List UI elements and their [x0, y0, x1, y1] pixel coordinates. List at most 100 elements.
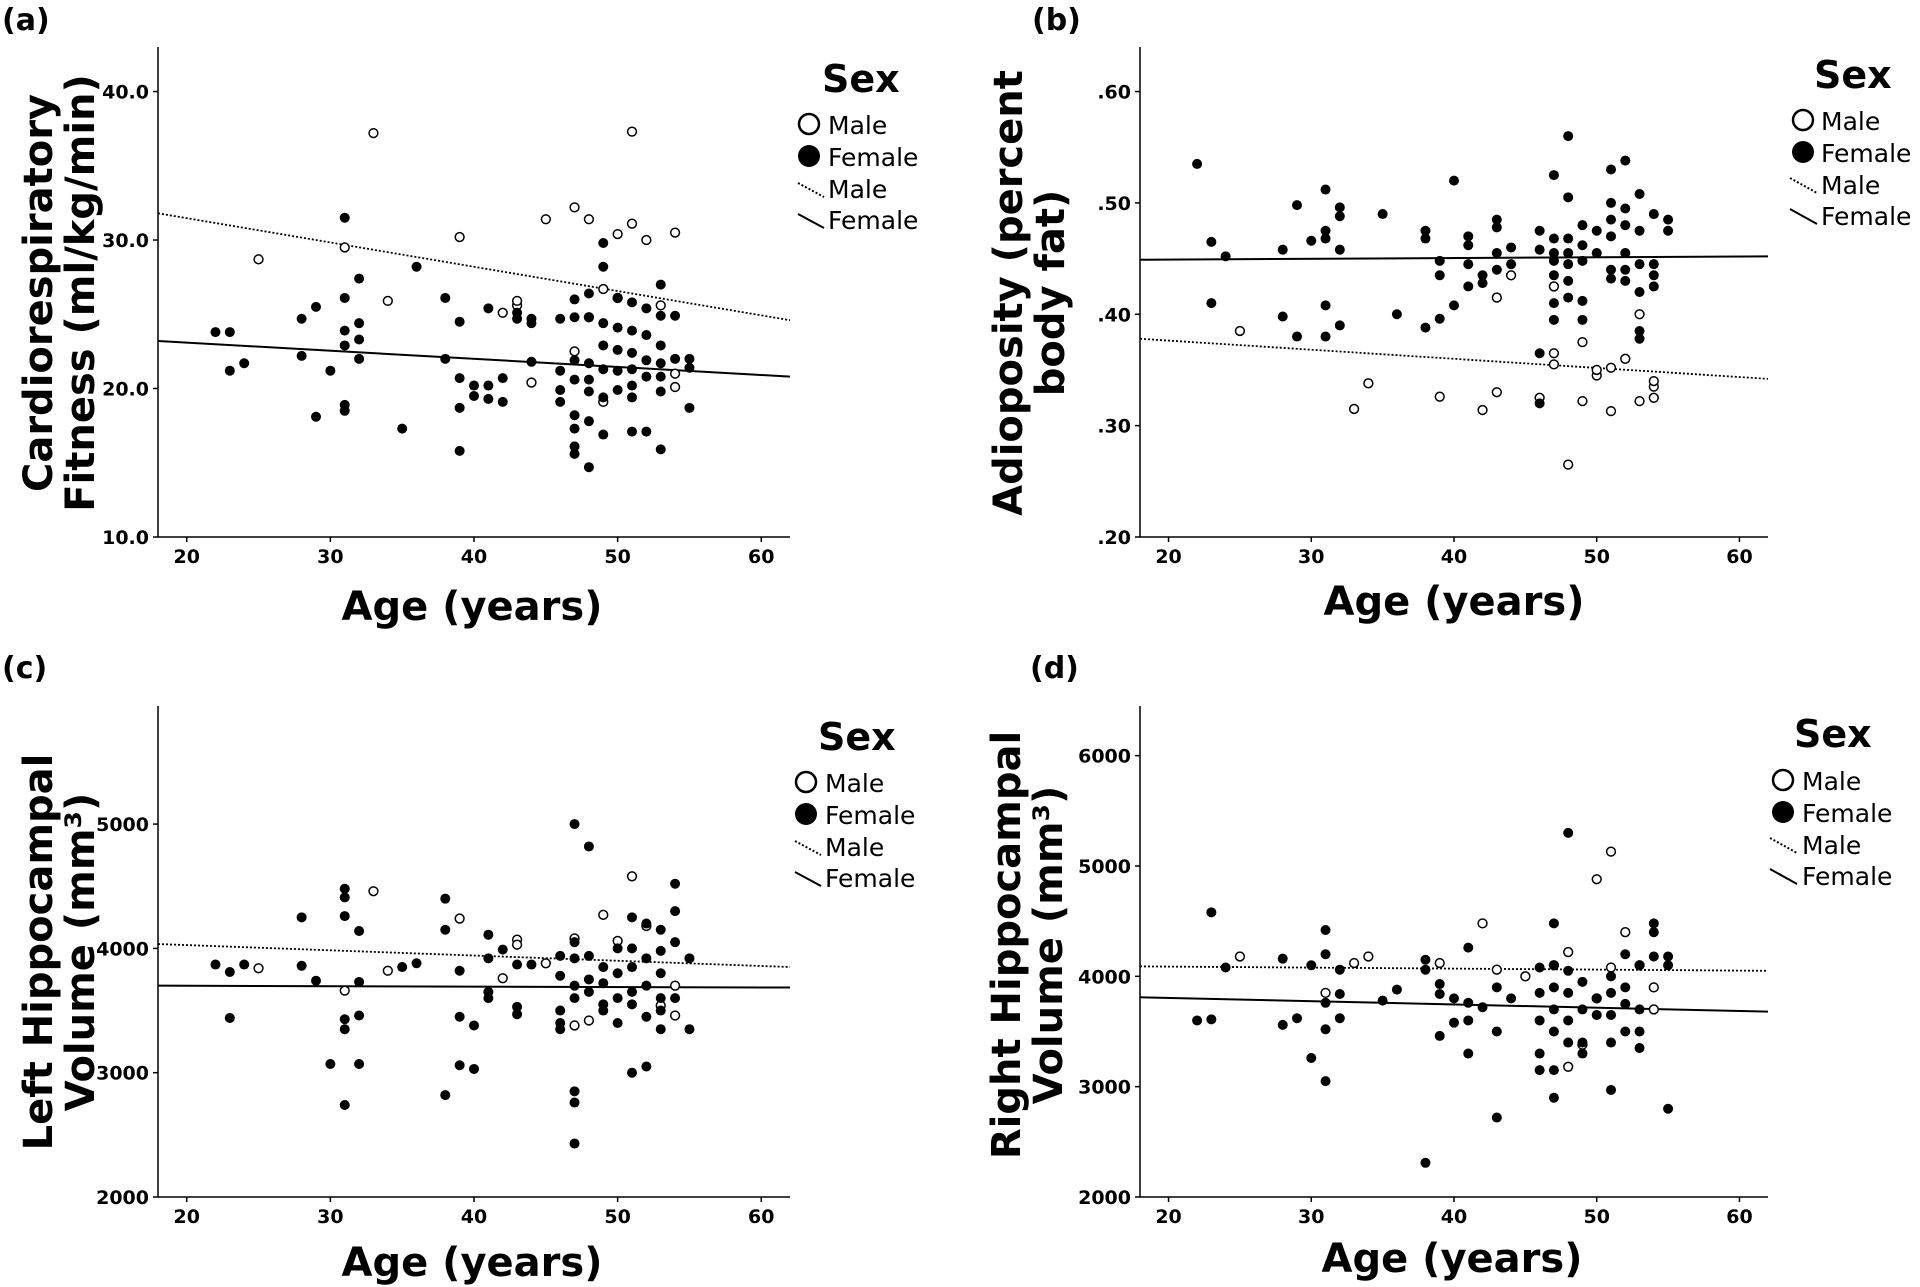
female-point	[1334, 320, 1345, 331]
female-point	[1491, 1026, 1502, 1037]
female-point	[339, 1024, 350, 1035]
y-tick-label: 4000	[1078, 966, 1131, 988]
female-point	[1648, 281, 1659, 292]
male-point	[669, 980, 681, 991]
male-point	[598, 283, 609, 295]
y-tick-label: 40.0	[102, 82, 149, 104]
female-point	[1563, 1037, 1574, 1048]
female-point	[569, 937, 580, 948]
female-point	[454, 316, 465, 327]
panel-d: (d) Right Hippocampal Volume (mm³) Age (…	[984, 651, 1892, 1282]
female-point	[1463, 1048, 1474, 1059]
male-fit-line	[1139, 337, 1769, 380]
female-point	[1320, 1024, 1331, 1035]
female-point	[1548, 170, 1559, 181]
y-tick-label: .50	[1097, 193, 1131, 215]
female-point	[411, 958, 422, 969]
female-point	[339, 1100, 350, 1111]
female-point	[1477, 1002, 1488, 1013]
female-point	[655, 993, 666, 1004]
female-point	[1534, 987, 1545, 998]
female-point	[454, 373, 465, 384]
female-point	[1663, 1103, 1674, 1114]
female-point	[555, 970, 566, 981]
panel-label: (d)	[1030, 651, 1079, 686]
male-point	[1434, 391, 1445, 402]
female-point	[1434, 270, 1445, 281]
female-point	[569, 819, 580, 830]
male-point	[1477, 404, 1488, 416]
female-point	[354, 318, 365, 329]
y-axis-title-line2: Fitness (ml/kg/min)	[58, 74, 104, 512]
male-point	[626, 218, 638, 229]
female-point	[339, 325, 350, 336]
panel-label: (c)	[2, 651, 47, 686]
female-point	[469, 380, 479, 391]
male-fit-line	[157, 943, 791, 968]
male-point	[1434, 957, 1445, 969]
female-point	[1449, 300, 1459, 311]
female-point	[1548, 1065, 1559, 1076]
male-point	[454, 231, 465, 243]
y-axis-title-line2: body fat)	[1028, 190, 1074, 397]
female-fit-line	[1139, 996, 1769, 1013]
female-point	[1477, 270, 1488, 281]
male-point	[1477, 918, 1488, 929]
female-point	[612, 344, 623, 355]
female-point	[1577, 1037, 1588, 1048]
female-point	[483, 929, 494, 940]
female-point	[339, 340, 350, 351]
female-point	[1449, 993, 1459, 1004]
male-point	[1348, 957, 1360, 969]
female-point	[440, 292, 451, 303]
x-tick-label: 60	[748, 546, 774, 568]
female-point	[1606, 214, 1616, 225]
female-point	[1206, 236, 1217, 247]
female-point	[627, 1067, 637, 1078]
female-point	[339, 1014, 350, 1025]
legend-male-line-label: Male	[1821, 171, 1880, 200]
female-point	[569, 1086, 580, 1097]
female-point	[1320, 997, 1331, 1008]
female-point	[1548, 298, 1559, 309]
female-point	[210, 327, 221, 338]
legend: Sex Male Female Male Female	[1769, 712, 1892, 891]
female-point	[1634, 1004, 1645, 1015]
x-tick-label: 30	[317, 1206, 343, 1228]
female-point	[397, 423, 408, 434]
female-point	[1620, 220, 1631, 231]
y-tick-label: .40	[1097, 304, 1131, 326]
female-point	[483, 303, 494, 314]
female-point	[512, 1009, 523, 1020]
female-point	[583, 386, 594, 397]
female-point	[224, 1013, 235, 1024]
female-point	[569, 410, 580, 421]
male-point	[540, 214, 551, 225]
female-point	[1192, 1015, 1203, 1026]
female-point	[627, 297, 637, 308]
female-point	[684, 1024, 695, 1035]
female-point	[1491, 982, 1502, 993]
female-point	[655, 340, 666, 351]
male-point	[1563, 946, 1574, 958]
male-point	[1634, 309, 1645, 320]
legend-male-line	[1769, 837, 1798, 854]
x-tick-label: 60	[1726, 546, 1752, 568]
female-point	[1548, 1026, 1559, 1037]
male-point	[669, 381, 681, 393]
female-point	[1206, 1014, 1217, 1025]
female-point	[1606, 1009, 1616, 1020]
female-point	[210, 959, 221, 970]
female-point	[1391, 309, 1402, 320]
y-axis-title-line2: Volume (mm³)	[1026, 786, 1072, 1105]
female-point	[1334, 988, 1345, 999]
female-point	[311, 301, 321, 312]
y-tick-label: .60	[1097, 82, 1131, 104]
female-point	[1663, 225, 1674, 236]
y-axis-title-line2: Volume (mm³)	[58, 793, 104, 1112]
female-point	[1534, 962, 1545, 973]
female-point	[555, 1005, 566, 1016]
legend-male-marker	[797, 112, 821, 136]
male-point	[1648, 375, 1659, 387]
female-point	[1606, 1037, 1616, 1048]
